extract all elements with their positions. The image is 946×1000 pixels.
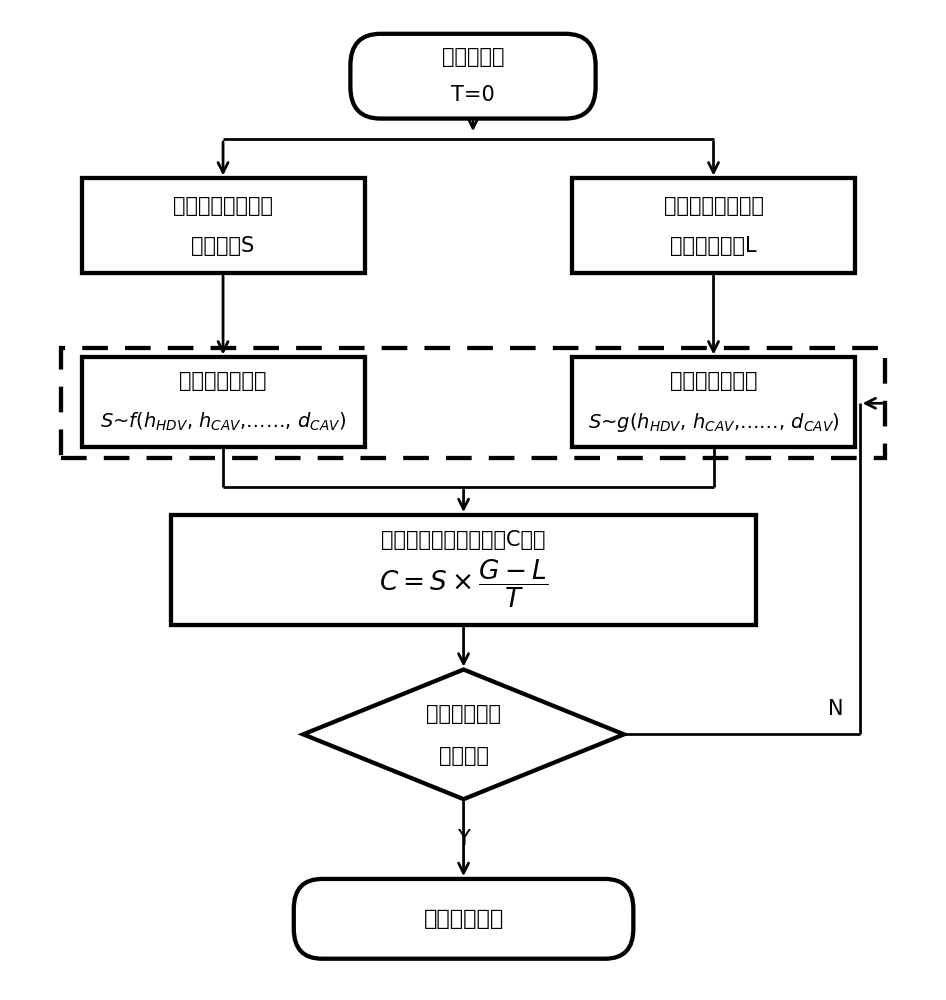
Text: 达到要求: 达到要求 xyxy=(439,746,488,766)
Bar xyxy=(61,348,885,458)
Text: T=0: T=0 xyxy=(451,85,495,105)
Text: Y: Y xyxy=(457,829,470,849)
Text: $S$~$g$($h_{HDV}$, $h_{CAV}$,……, $d_{CAV}$): $S$~$g$($h_{HDV}$, $h_{CAV}$,……, $d_{CAV… xyxy=(587,411,839,434)
Text: 绿灯损失时间L: 绿灯损失时间L xyxy=(670,236,757,256)
Polygon shape xyxy=(304,670,624,799)
FancyBboxPatch shape xyxy=(294,879,634,959)
Text: 饱和流率S: 饱和流率S xyxy=(191,236,254,256)
Text: 人机混驾交通流的: 人机混驾交通流的 xyxy=(173,196,273,216)
Text: 仿真初始化: 仿真初始化 xyxy=(442,47,504,67)
Text: $C = S \times \dfrac{G - L}{T}$: $C = S \times \dfrac{G - L}{T}$ xyxy=(378,558,549,610)
Bar xyxy=(572,357,855,447)
Text: 利用如下公式计算一个C的值: 利用如下公式计算一个C的值 xyxy=(381,530,546,550)
Text: 产生一个随机数: 产生一个随机数 xyxy=(670,371,757,391)
Bar xyxy=(81,357,364,447)
Bar xyxy=(171,515,756,625)
Text: N: N xyxy=(829,699,844,719)
Text: 仿真次数是否: 仿真次数是否 xyxy=(426,704,501,724)
Bar xyxy=(81,178,364,273)
Text: 产生一个随机数: 产生一个随机数 xyxy=(180,371,267,391)
Bar xyxy=(572,178,855,273)
Text: 车道通行能力: 车道通行能力 xyxy=(424,909,503,929)
Text: $S$~$f$($h_{HDV}$, $h_{CAV}$,……, $d_{CAV}$): $S$~$f$($h_{HDV}$, $h_{CAV}$,……, $d_{CAV… xyxy=(100,411,346,433)
Text: 人机混驾交通流的: 人机混驾交通流的 xyxy=(663,196,763,216)
FancyBboxPatch shape xyxy=(350,34,596,119)
